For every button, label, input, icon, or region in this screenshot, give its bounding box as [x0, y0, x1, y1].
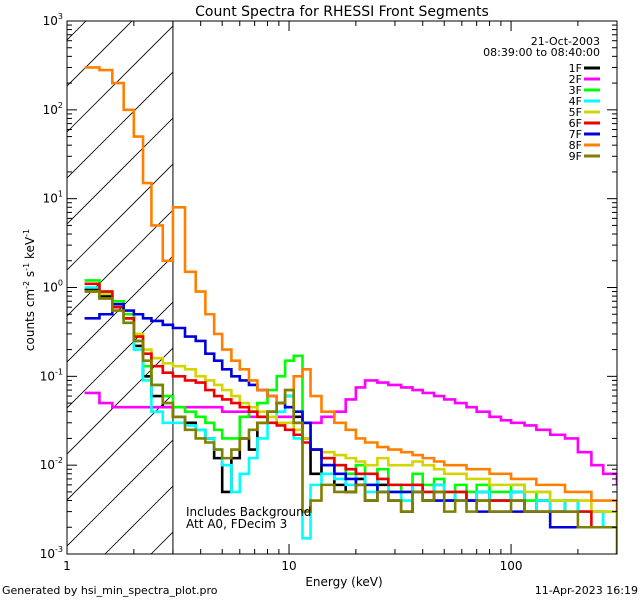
legend-label: 5F: [569, 106, 582, 119]
y-tick-label: 101: [43, 190, 63, 206]
time-range-label: 08:39:00 to 08:40:00: [483, 46, 600, 59]
series-line-2F: [84, 379, 617, 485]
hatch-lines: [67, 21, 173, 554]
y-tick-label: 103: [43, 12, 63, 28]
y-tick-label: 10-1: [40, 367, 63, 383]
legend-label: 8F: [569, 139, 582, 152]
y-tick-label: 10-3: [40, 545, 63, 561]
y-tick-label: 100: [43, 279, 63, 295]
x-axis-label: Energy (keV): [305, 575, 382, 589]
legend-label: 6F: [569, 117, 582, 130]
y-tick-label: 10-2: [40, 456, 63, 472]
legend-label: 4F: [569, 95, 582, 108]
series-line-9F: [84, 290, 617, 554]
series-line-8F: [84, 66, 617, 512]
legend-label: 3F: [569, 84, 582, 97]
x-tick-label: 1: [63, 559, 71, 573]
annotation-attenuator: Att A0, FDecim 3: [186, 517, 287, 531]
annotation-background: Includes Background: [186, 505, 311, 519]
y-axis-label: counts cm-2 s-1 keV-1: [22, 229, 37, 351]
legend-label: 1F: [569, 62, 582, 75]
legend-label: 7F: [569, 128, 582, 141]
chart-title: Count Spectra for RHESSI Front Segments: [195, 4, 489, 20]
series-line-7F: [84, 302, 617, 529]
legend-label: 9F: [569, 150, 582, 163]
footer-timestamp: 11-Apr-2023 16:19: [535, 584, 638, 597]
x-tick-label: 100: [500, 559, 523, 573]
y-tick-label: 102: [43, 101, 63, 117]
x-tick-label: 10: [281, 559, 296, 573]
legend-label: 2F: [569, 73, 582, 86]
hatched-region: [67, 21, 174, 554]
footer-generator: Generated by hsi_min_spectra_plot.pro: [2, 584, 218, 597]
date-label: 21-Oct-2003: [531, 35, 600, 48]
